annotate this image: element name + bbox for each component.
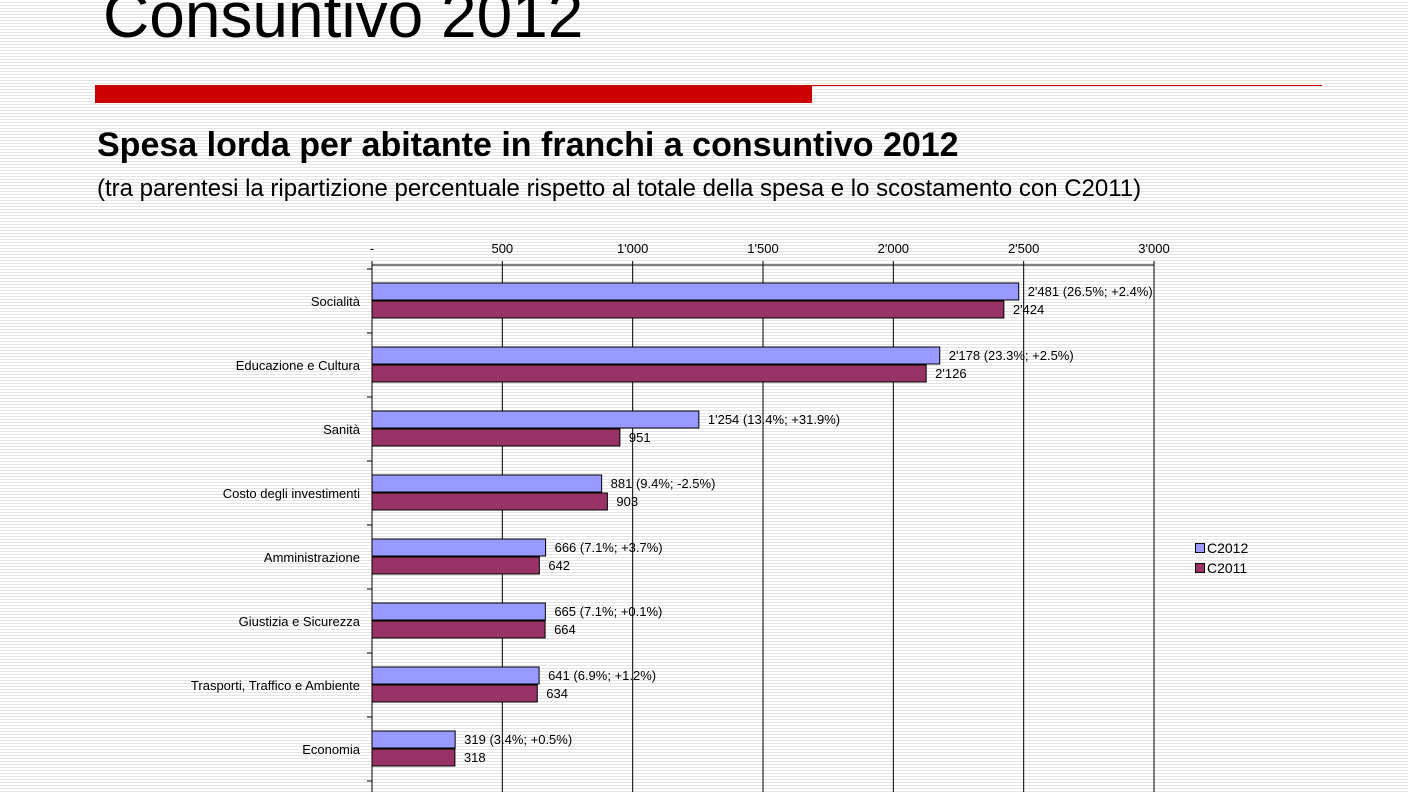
category-label: Amministrazione bbox=[264, 550, 360, 565]
title-accent-line bbox=[812, 85, 1322, 86]
bar-c2011 bbox=[371, 748, 456, 767]
data-label-c2011: 2'424 bbox=[1013, 302, 1044, 317]
category-label: Trasporti, Traffico e Ambiente bbox=[191, 678, 360, 693]
data-label-c2011: 634 bbox=[546, 686, 568, 701]
data-label-c2012: 881 (9.4%; -2.5%) bbox=[611, 476, 716, 491]
bar-c2012 bbox=[371, 666, 540, 685]
slide-title: Consuntivo 2012 bbox=[103, 0, 584, 51]
data-labels: 2'481 (26.5%; +2.4%) 2'424 2'178 (23.3%; +… bbox=[464, 284, 1153, 765]
data-label-c2011: 903 bbox=[616, 494, 638, 509]
bar-c2011 bbox=[371, 300, 1005, 319]
category-label: Educazione e Cultura bbox=[236, 358, 361, 373]
data-label-c2012: 641 (6.9%; +1.2%) bbox=[548, 668, 656, 683]
bar-c2012 bbox=[371, 410, 700, 429]
bar-c2012 bbox=[371, 538, 547, 557]
data-label-c2011: 642 bbox=[548, 558, 570, 573]
category-label: Costo degli investimenti bbox=[223, 486, 360, 501]
legend-swatch-c2012 bbox=[1195, 543, 1205, 553]
category-label: Socialità bbox=[311, 294, 361, 309]
bar-c2012 bbox=[371, 602, 546, 621]
bar-c2011 bbox=[371, 684, 538, 703]
legend-swatch-c2011 bbox=[1195, 563, 1205, 573]
bar-c2012 bbox=[371, 730, 456, 749]
chart-subtitle: (tra parentesi la ripartizione percentua… bbox=[97, 175, 1142, 202]
x-tick-label: - bbox=[370, 241, 374, 256]
bar-c2012 bbox=[371, 282, 1020, 301]
category-label: Economia bbox=[302, 742, 361, 757]
legend-label-c2012: C2012 bbox=[1207, 540, 1249, 556]
x-tick-label: 2'000 bbox=[878, 241, 909, 256]
data-label-c2011: 318 bbox=[464, 750, 486, 765]
x-tick-label: 1'000 bbox=[617, 241, 648, 256]
title-accent-bar bbox=[95, 85, 812, 103]
axes: - 500 1'000 1'500 2'000 2'500 3'000 Socialità Ed… bbox=[191, 241, 1170, 792]
legend-item-c2012: C2012 bbox=[1195, 538, 1248, 558]
grid-lines bbox=[501, 265, 1155, 792]
data-label-c2012: 665 (7.1%; +0.1%) bbox=[554, 604, 662, 619]
x-tick-label: 3'000 bbox=[1138, 241, 1169, 256]
legend-label-c2011: C2011 bbox=[1207, 560, 1248, 576]
x-tick-label: 1'500 bbox=[747, 241, 778, 256]
category-label: Giustizia e Sicurezza bbox=[239, 614, 361, 629]
data-label-c2011: 951 bbox=[629, 430, 651, 445]
bar-c2011 bbox=[371, 428, 621, 447]
data-label-c2012: 666 (7.1%; +3.7%) bbox=[555, 540, 663, 555]
bar-c2012 bbox=[371, 346, 941, 365]
data-label-c2012: 2'178 (23.3%; +2.5%) bbox=[949, 348, 1074, 363]
legend: C2012 C2011 bbox=[1195, 538, 1248, 578]
data-label-c2012: 1'254 (13.4%; +31.9%) bbox=[708, 412, 840, 427]
bar-c2011 bbox=[371, 492, 608, 511]
x-tick-label: 500 bbox=[491, 241, 513, 256]
data-label-c2011: 664 bbox=[554, 622, 576, 637]
legend-item-c2011: C2011 bbox=[1195, 558, 1248, 578]
data-label-c2011: 2'126 bbox=[935, 366, 966, 381]
x-tick-label: 2'500 bbox=[1008, 241, 1039, 256]
bar-c2012 bbox=[371, 474, 603, 493]
chart-title: Spesa lorda per abitante in franchi a co… bbox=[97, 126, 959, 164]
bar-c2011 bbox=[371, 556, 540, 575]
bars bbox=[371, 282, 1020, 767]
data-label-c2012: 319 (3.4%; +0.5%) bbox=[464, 732, 572, 747]
data-label-c2012: 2'481 (26.5%; +2.4%) bbox=[1028, 284, 1153, 299]
bar-c2011 bbox=[371, 620, 546, 639]
bar-c2011 bbox=[371, 364, 927, 383]
category-label: Sanità bbox=[323, 422, 361, 437]
